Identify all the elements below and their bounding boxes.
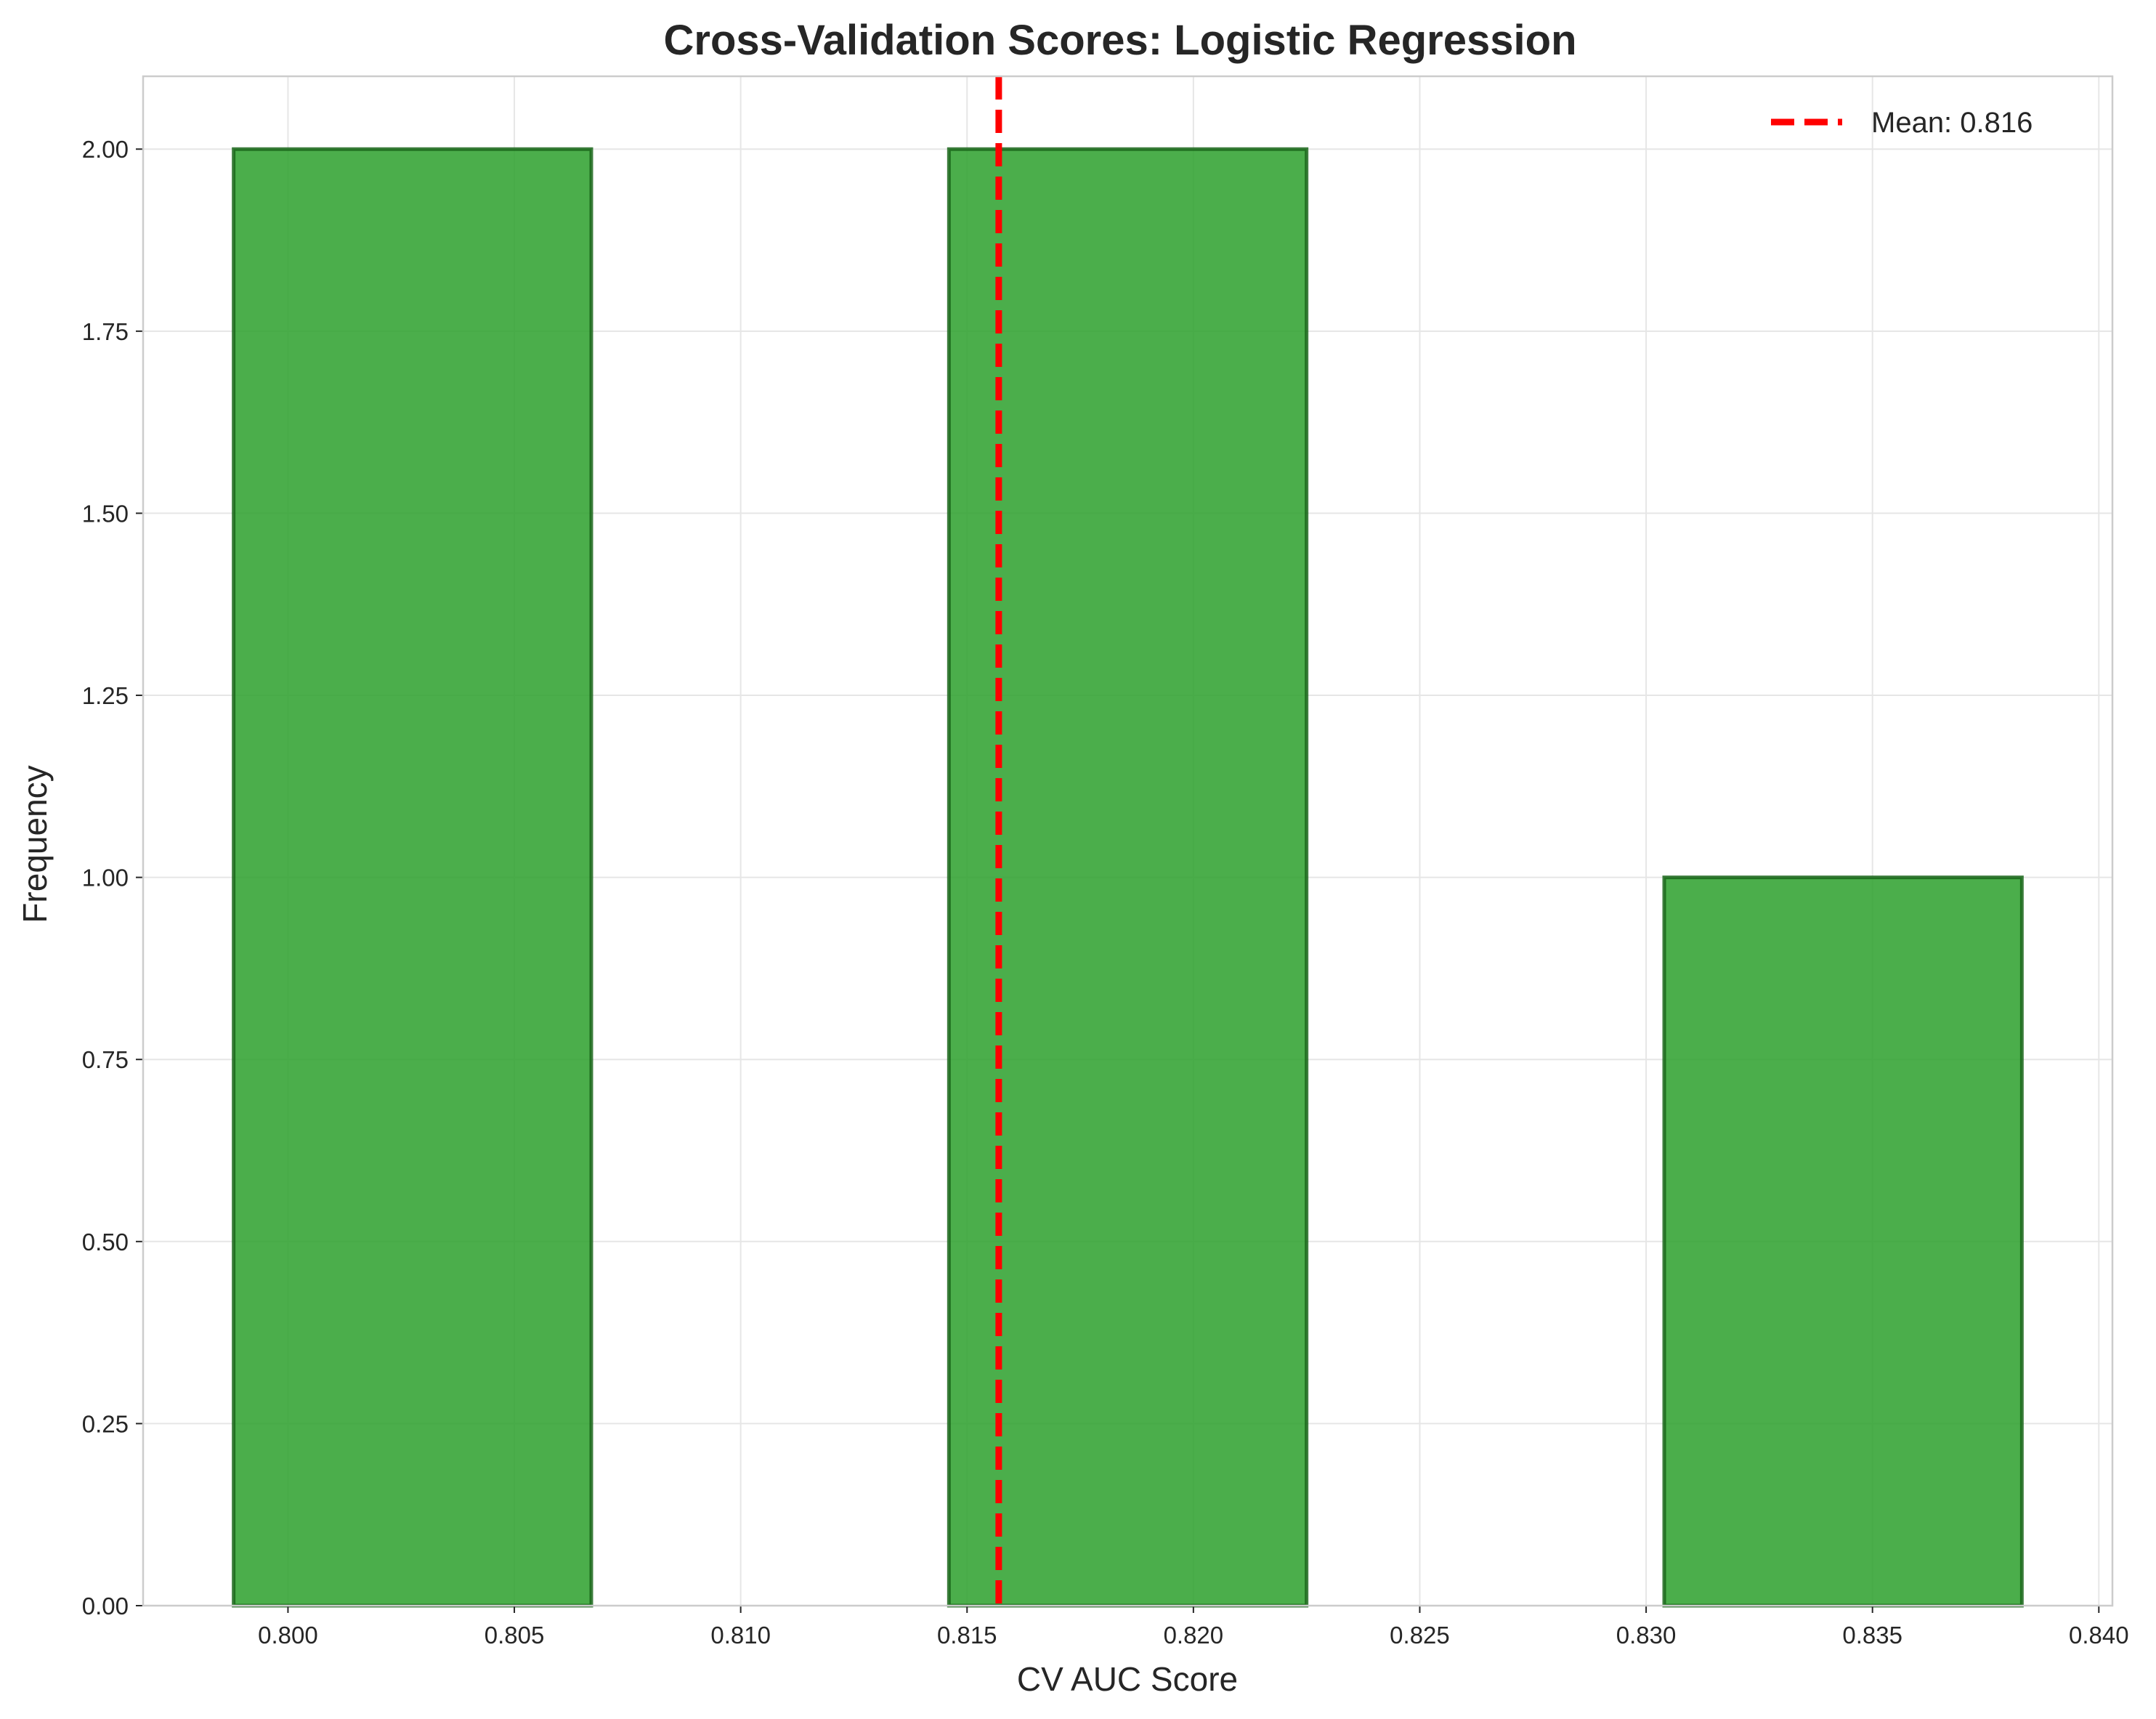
y-tick-label: 0.25 — [82, 1410, 129, 1437]
x-tick-label: 0.840 — [2069, 1622, 2129, 1649]
x-tick-label: 0.805 — [485, 1622, 545, 1649]
y-tick-label: 1.75 — [82, 318, 129, 345]
legend: Mean: 0.816 — [1771, 107, 2033, 139]
axes: 0.800 0.805 0.810 0.815 0.820 0.825 0.830 0.835… — [82, 136, 2129, 1649]
x-tick-label: 0.830 — [1616, 1622, 1677, 1649]
x-tick-label: 0.815 — [937, 1622, 997, 1649]
x-axis-label: CV AUC Score — [1017, 1660, 1238, 1698]
y-tick-label: 1.50 — [82, 500, 129, 527]
x-tick-label: 0.820 — [1164, 1622, 1224, 1649]
y-tick-label: 0.50 — [82, 1229, 129, 1255]
x-tick-label: 0.810 — [710, 1622, 771, 1649]
y-axis-label: Frequency — [16, 765, 54, 923]
chart-title: Cross-Validation Scores: Logistic Regres… — [664, 17, 1577, 64]
legend-entry-mean: Mean: 0.816 — [1871, 107, 2033, 139]
y-tick-label: 2.00 — [82, 136, 129, 163]
y-tick-label: 1.25 — [82, 682, 129, 709]
histogram-bar — [947, 147, 1309, 1608]
y-tick-label: 0.00 — [82, 1593, 129, 1619]
y-tick-label: 1.00 — [82, 865, 129, 891]
histogram-bar — [232, 147, 593, 1608]
x-tick-label: 0.800 — [258, 1622, 318, 1649]
y-tick-label: 0.75 — [82, 1046, 129, 1073]
histogram-bar — [1662, 875, 2024, 1608]
plot-border — [142, 75, 2114, 1607]
x-tick-label: 0.825 — [1390, 1622, 1450, 1649]
x-tick-label: 0.835 — [1842, 1622, 1902, 1649]
histogram-bars — [232, 147, 2024, 1608]
